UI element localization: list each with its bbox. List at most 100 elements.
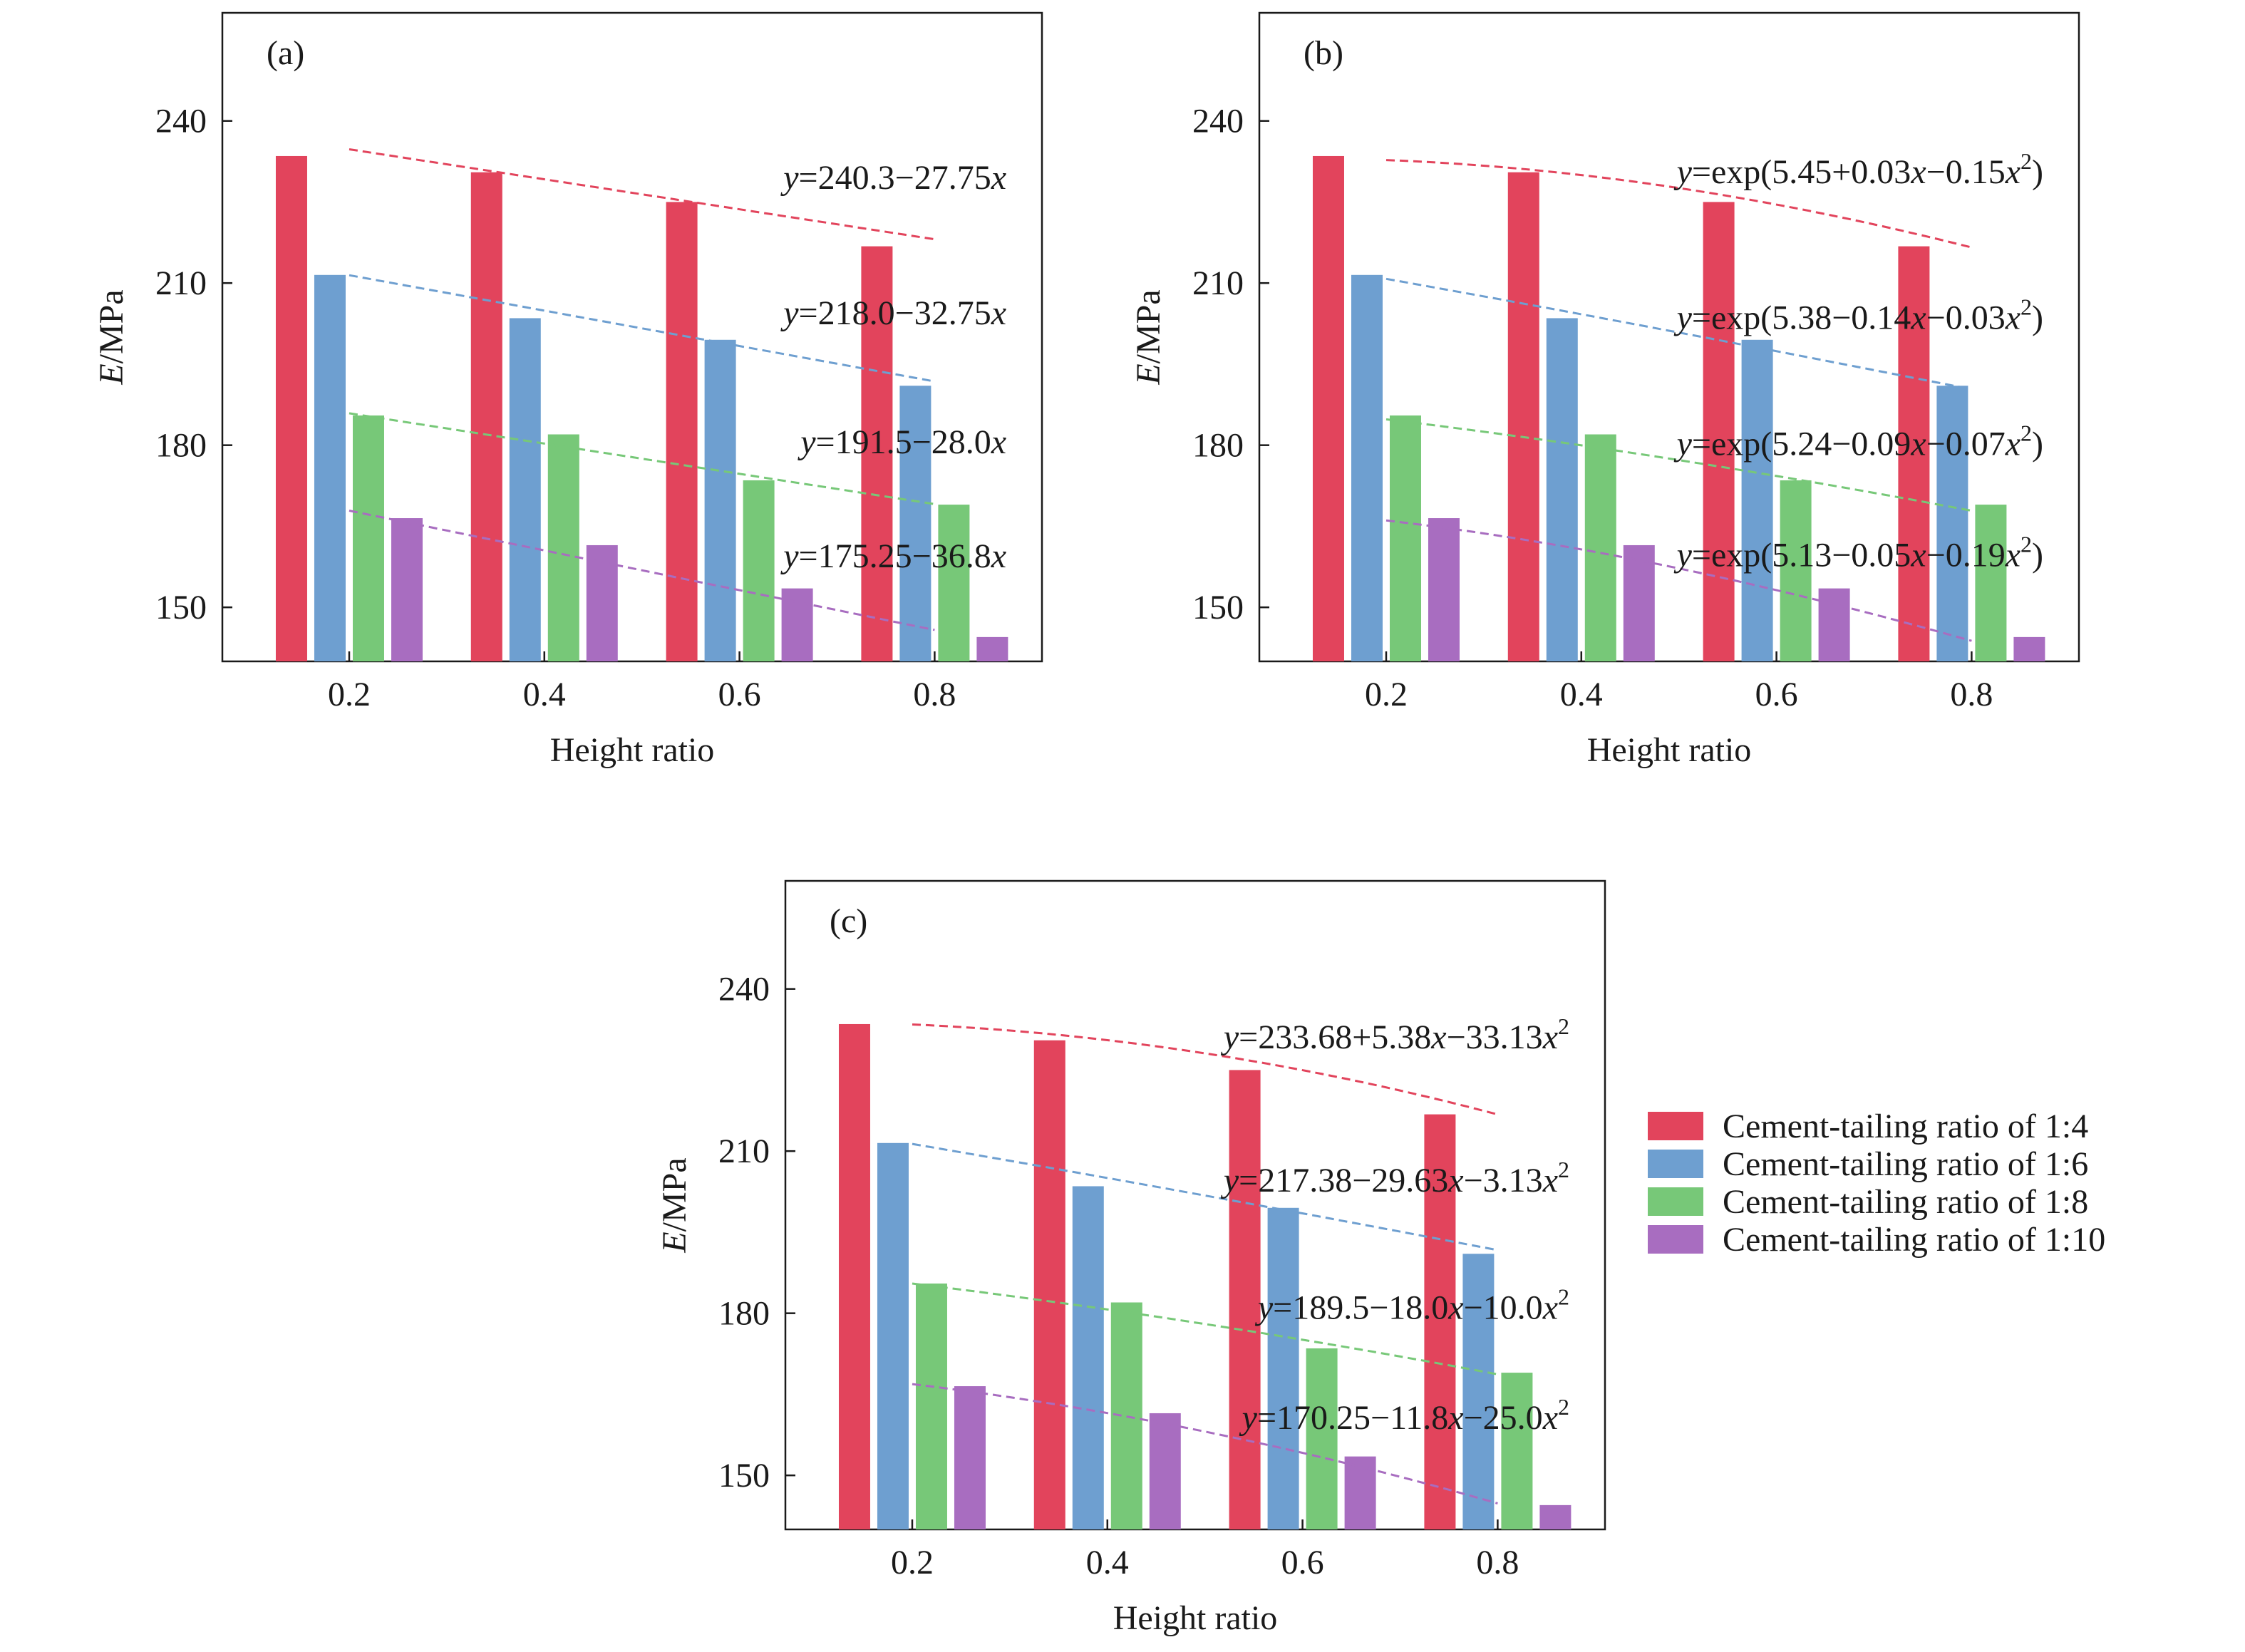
bar — [704, 339, 736, 661]
x-axis-label: Height ratio — [1113, 1599, 1278, 1637]
bar — [391, 518, 423, 661]
x-tick-label: 0.8 — [1950, 676, 1993, 713]
bar — [547, 434, 579, 661]
bar — [1741, 339, 1773, 661]
y-tick-label: 150 — [1192, 589, 1244, 626]
panels: y=240.3−27.75x y=218.0−32.75x y=191.5−28.0… — [93, 11, 2080, 1637]
plot-frame — [784, 879, 1606, 1531]
bar — [275, 155, 307, 662]
bar — [1584, 434, 1616, 661]
bar — [877, 1142, 909, 1529]
panel-a: y=240.3−27.75x y=218.0−32.75x y=191.5−28.0… — [93, 11, 1043, 769]
y-tick-label: 210 — [718, 1132, 770, 1170]
y-tick-label: 240 — [718, 971, 770, 1008]
plot-frame — [221, 11, 1043, 663]
bar — [1312, 155, 1344, 662]
legend-swatch — [1648, 1112, 1703, 1140]
plot-frame — [1258, 11, 2080, 663]
fit-line — [912, 1023, 1498, 1116]
y-tick-label: 240 — [1192, 103, 1244, 140]
bar — [314, 274, 346, 662]
bar — [976, 636, 1008, 661]
x-tick-label: 0.4 — [1086, 1544, 1129, 1581]
fit-equation: y=233.68+5.38x−33.13x2 — [1220, 1013, 1569, 1056]
bar — [1501, 1373, 1533, 1529]
bar — [1975, 505, 2007, 661]
y-tick-label: 150 — [155, 589, 207, 626]
fit-equation: y=189.5−18.0x−10.0x2 — [1254, 1284, 1569, 1327]
bar — [1033, 1040, 1065, 1529]
fit-equation: y=exp(5.13−0.05x−0.19x2) — [1673, 531, 2043, 574]
bar — [743, 480, 775, 661]
fit-equation: y=170.25−11.8x−25.0x2 — [1239, 1394, 1569, 1437]
y-axis-label: E/MPa — [656, 1157, 693, 1253]
fit-line — [1385, 519, 1972, 642]
legend-label: Cement-tailing ratio of 1:4 — [1723, 1108, 2088, 1145]
x-tick-label: 0.4 — [523, 676, 566, 713]
legend-label: Cement-tailing ratio of 1:10 — [1723, 1221, 2105, 1259]
x-axis-label: Height ratio — [1587, 731, 1752, 769]
x-tick-label: 0.6 — [1281, 1544, 1324, 1581]
bar — [1462, 1254, 1495, 1529]
panel-label: (c) — [830, 902, 867, 940]
fit-equation: y=exp(5.45+0.03x−0.15x2) — [1673, 148, 2043, 191]
fit-line — [349, 412, 935, 505]
x-tick-label: 0.2 — [891, 1544, 934, 1581]
bar — [1780, 480, 1812, 661]
bar — [938, 505, 970, 661]
bar — [1546, 318, 1578, 661]
bar — [2013, 636, 2045, 661]
bar — [509, 318, 541, 661]
x-axis-label: Height ratio — [550, 731, 715, 769]
bar — [1507, 172, 1539, 662]
fit-equation: y=191.5−28.0x — [797, 423, 1006, 461]
y-tick-label: 180 — [718, 1295, 770, 1333]
y-tick-label: 240 — [155, 103, 207, 140]
bar — [1229, 1070, 1261, 1529]
bar — [586, 544, 618, 661]
bar — [899, 386, 931, 661]
legend-swatch — [1648, 1187, 1703, 1216]
fit-line — [349, 510, 935, 631]
bar — [781, 588, 813, 661]
bar — [1344, 1456, 1376, 1529]
fit-line — [912, 1383, 1498, 1504]
bar — [915, 1283, 947, 1529]
legend: Cement-tailing ratio of 1:4 Cement-tailin… — [1648, 1108, 2105, 1259]
fit-line — [1385, 277, 1972, 391]
y-tick-label: 180 — [1192, 427, 1244, 465]
bar — [1936, 386, 1968, 661]
bar — [1267, 1207, 1299, 1529]
panel-label: (a) — [267, 34, 304, 72]
x-tick-label: 0.8 — [913, 676, 956, 713]
fit-equation: y=217.38−29.63x−3.13x2 — [1220, 1157, 1569, 1199]
fit-equation: y=175.25−36.8x — [780, 537, 1006, 575]
y-tick-label: 180 — [155, 427, 207, 465]
y-axis-label: E/MPa — [93, 289, 130, 385]
fit-line — [349, 274, 935, 383]
fit-line — [912, 1142, 1498, 1251]
bar — [1623, 544, 1655, 661]
fit-equation: y=240.3−27.75x — [780, 159, 1006, 197]
fit-equation: y=218.0−32.75x — [780, 294, 1006, 332]
y-tick-label: 150 — [718, 1457, 770, 1494]
fit-line — [349, 148, 935, 241]
bar — [861, 246, 893, 662]
y-axis-label: E/MPa — [1130, 289, 1167, 385]
legend-swatch — [1648, 1225, 1703, 1254]
x-tick-label: 0.6 — [718, 676, 761, 713]
fit-equation: y=exp(5.38−0.14x−0.03x2) — [1673, 294, 2043, 337]
bar — [1703, 202, 1735, 662]
bar — [666, 202, 698, 662]
legend-swatch — [1648, 1150, 1703, 1178]
bar — [838, 1023, 870, 1529]
bar — [1424, 1114, 1456, 1529]
x-tick-label: 0.4 — [1560, 676, 1603, 713]
x-tick-label: 0.8 — [1476, 1544, 1519, 1581]
bar — [1539, 1504, 1572, 1529]
bar — [470, 172, 502, 662]
x-tick-label: 0.6 — [1755, 676, 1798, 713]
panel-c: y=233.68+5.38x−33.13x2 y=217.38−29.63x−3.… — [656, 879, 1606, 1637]
